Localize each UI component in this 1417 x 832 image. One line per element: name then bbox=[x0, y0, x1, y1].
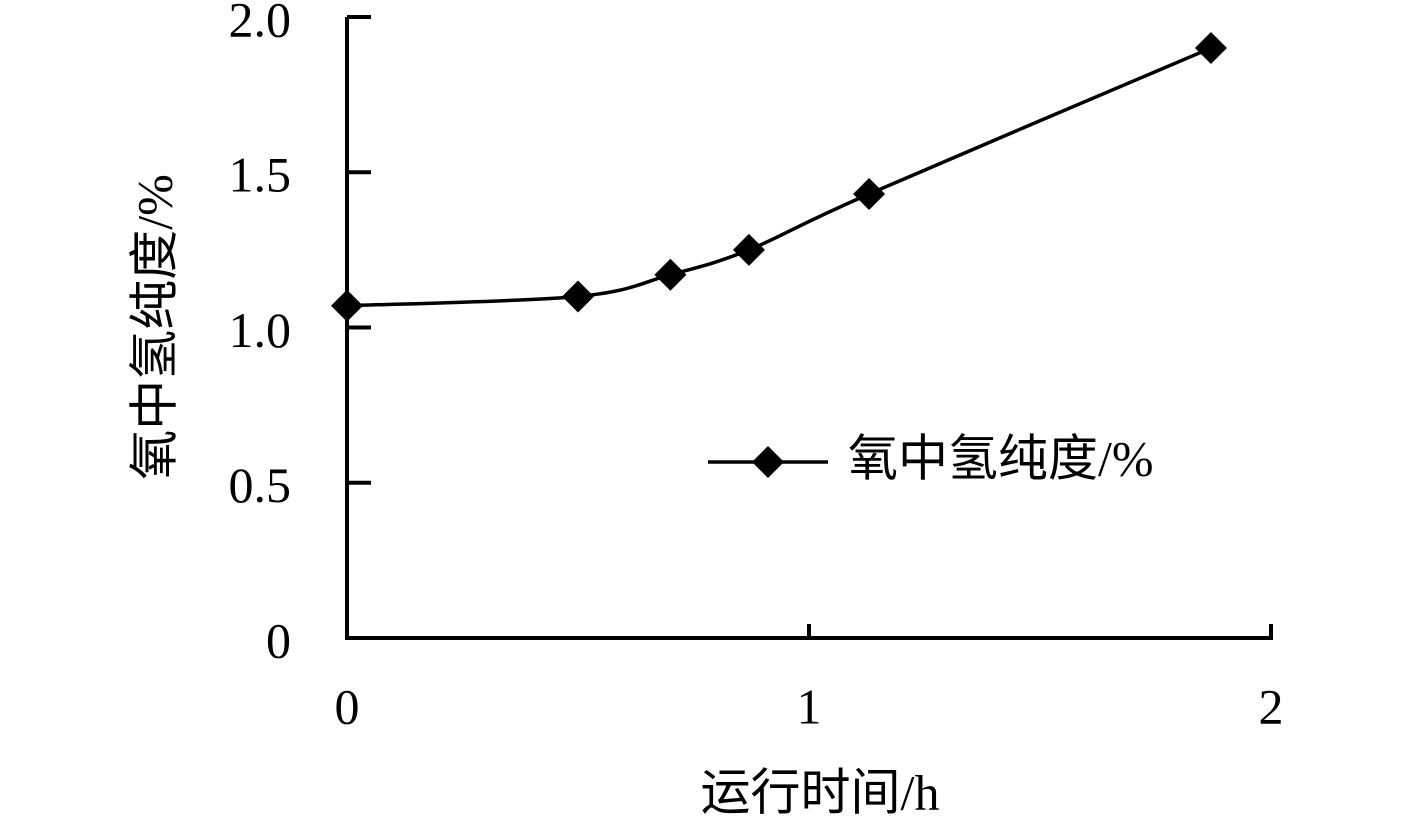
x-tick-label: 0 bbox=[335, 678, 360, 734]
marker bbox=[562, 280, 594, 313]
y-tick-label: 1.0 bbox=[229, 302, 292, 358]
marker bbox=[654, 258, 687, 291]
legend-label: 氧中氢纯度/% bbox=[848, 430, 1154, 486]
marker bbox=[331, 289, 363, 322]
y-tick-label: 2.0 bbox=[229, 0, 292, 47]
y-axis-label: 氧中氢纯度/% bbox=[126, 174, 182, 480]
x-tick-label: 1 bbox=[797, 678, 822, 734]
legend-marker bbox=[752, 446, 784, 478]
marker bbox=[853, 177, 886, 210]
y-tick-label: 0 bbox=[266, 612, 291, 668]
y-tick-label: 0.5 bbox=[229, 457, 292, 513]
series-line bbox=[346, 46, 1212, 308]
marker bbox=[1194, 32, 1227, 65]
marker bbox=[732, 233, 765, 266]
y-tick-label: 1.5 bbox=[229, 147, 292, 203]
x-axis-label: 运行时间/h bbox=[701, 764, 940, 820]
x-tick-label: 2 bbox=[1259, 678, 1284, 734]
